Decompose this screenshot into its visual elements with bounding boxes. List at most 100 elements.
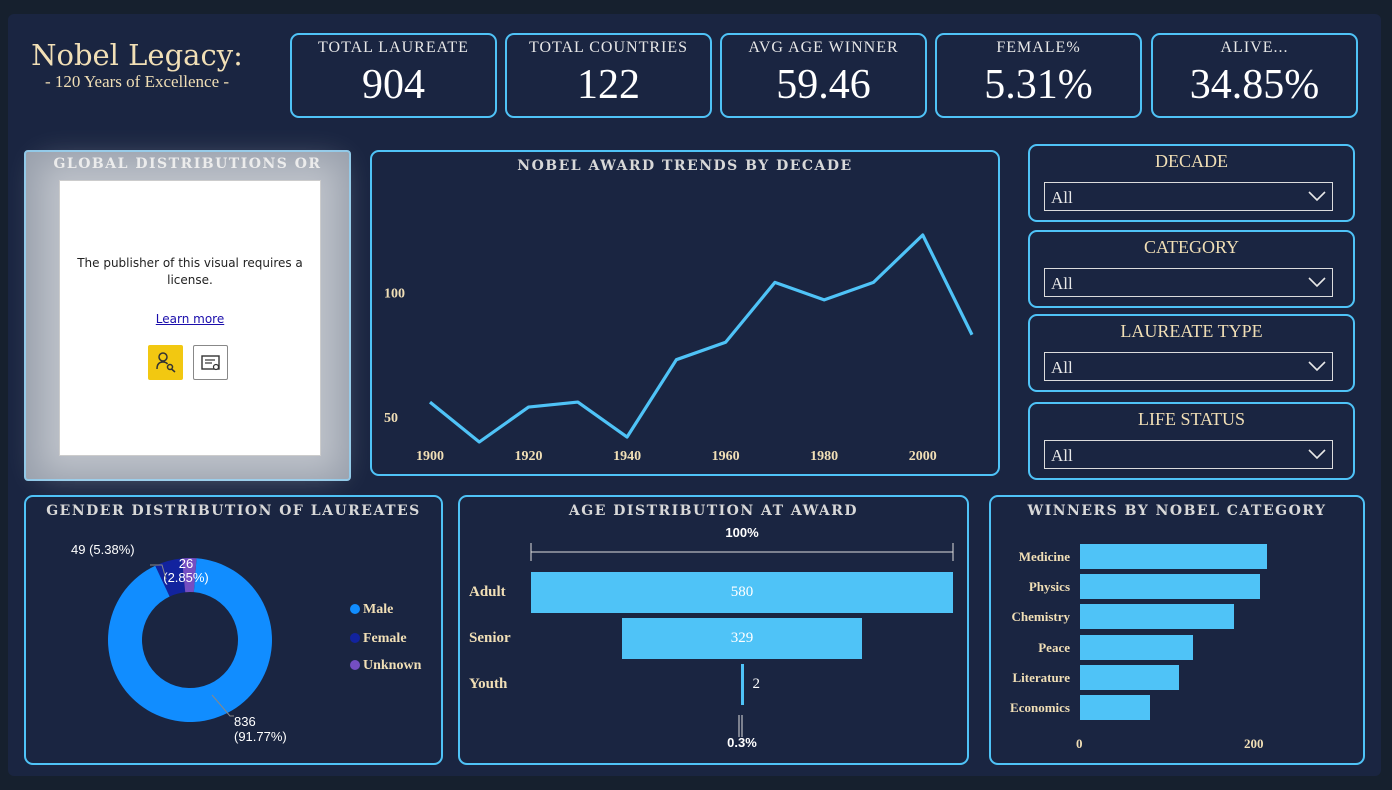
decade-dropdown[interactable]: All xyxy=(1044,182,1333,211)
category-chart-title: WINNERS BY NOBEL CATEGORY xyxy=(1027,503,1327,519)
age-label-adult: Adult xyxy=(469,584,506,600)
category-axis-tick-0: 0 xyxy=(1076,736,1083,751)
trend-chart-card[interactable]: NOBEL AWARD TRENDS BY DECADE 1900 1920 194… xyxy=(370,150,1000,476)
kpi-label: TOTAL COUNTRIES xyxy=(528,39,689,56)
category-label-physics: Physics xyxy=(1028,579,1070,594)
kpi-total-laureate[interactable]: TOTAL LAUREATE 904 xyxy=(290,33,497,118)
gender-donut-svg xyxy=(107,558,272,722)
category-dropdown[interactable]: All xyxy=(1044,268,1333,297)
global-distribution-panel[interactable]: GLOBAL DISTRIBUTIONS OR The publisher of… xyxy=(24,150,351,481)
male-data-label: 836 (91.77%) xyxy=(234,714,287,744)
donut-slice-unknown[interactable] xyxy=(181,558,197,593)
dashboard-title-block: Nobel Legacy: - 120 Years of Excellence … xyxy=(22,38,252,92)
trend-x-tick: 2000 xyxy=(909,449,937,464)
slicer-decade[interactable]: DECADE All xyxy=(1028,144,1355,222)
global-distribution-title: GLOBAL DISTRIBUTIONS OR xyxy=(53,156,322,172)
kpi-label: ALIVE... xyxy=(1220,39,1289,56)
trend-chart-title: NOBEL AWARD TRENDS BY DECADE xyxy=(517,158,853,174)
kpi-value: 59.46 xyxy=(776,62,871,108)
trend-chart-svg: 1900 1920 1940 1960 1980 2000 50 100 xyxy=(384,233,974,464)
age-bar-senior[interactable]: 329 xyxy=(622,618,862,659)
age-bar-adult[interactable]: 580 xyxy=(531,572,953,613)
category-bar-medicine[interactable] xyxy=(1080,544,1267,569)
category-label-chemistry: Chemistry xyxy=(1011,609,1071,624)
chevron-down-icon xyxy=(1308,449,1326,460)
age-top-percent: 100% xyxy=(725,525,759,540)
legend-label: Female xyxy=(363,631,407,646)
life-status-dropdown[interactable]: All xyxy=(1044,440,1333,469)
legend-swatch xyxy=(350,604,360,614)
learn-more-link[interactable]: Learn more xyxy=(155,312,225,326)
kpi-label: AVG AGE WINNER xyxy=(748,39,899,56)
license-certificate-button[interactable] xyxy=(193,345,228,380)
legend-unknown[interactable]: Unknown xyxy=(350,658,421,674)
age-bar-value: 2 xyxy=(752,676,761,692)
kpi-alive-percent[interactable]: ALIVE... 34.85% xyxy=(1151,33,1358,118)
age-bar-youth[interactable] xyxy=(740,664,744,705)
gender-chart-title: GENDER DISTRIBUTION OF LAUREATES xyxy=(46,503,421,519)
slicer-category[interactable]: CATEGORY All xyxy=(1028,230,1355,308)
dashboard-title: Nobel Legacy: xyxy=(31,38,243,72)
slicer-title: DECADE xyxy=(1155,151,1228,171)
trend-x-tick: 1960 xyxy=(712,449,740,464)
dropdown-value: All xyxy=(1051,188,1073,207)
license-message-box: The publisher of this visual requires a … xyxy=(59,180,321,456)
kpi-value: 34.85% xyxy=(1189,62,1320,108)
legend-male[interactable]: Male xyxy=(350,602,393,618)
user-key-icon xyxy=(156,352,176,373)
category-bar-chemistry[interactable] xyxy=(1080,604,1234,629)
age-chart-card[interactable]: AGE DISTRIBUTION AT AWARD xyxy=(458,495,969,765)
trend-y-tick: 100 xyxy=(384,286,405,301)
legend-female[interactable]: Female xyxy=(350,631,407,647)
donut-slice-male[interactable] xyxy=(107,558,272,722)
age-label-senior: Senior xyxy=(469,630,511,646)
trend-x-tick: 1920 xyxy=(515,449,543,464)
slicer-laureate-type[interactable]: LAUREATE TYPE All xyxy=(1028,314,1355,392)
unknown-data-label: 26 (2.85%) xyxy=(160,557,212,585)
certificate-icon xyxy=(201,355,220,371)
license-message: The publisher of this visual requires a … xyxy=(77,256,303,287)
gender-chart-card[interactable]: GENDER DISTRIBUTION OF LAUREATES xyxy=(24,495,443,765)
kpi-value: 122 xyxy=(577,62,640,108)
kpi-female-percent[interactable]: FEMALE% 5.31% xyxy=(935,33,1142,118)
chevron-down-icon xyxy=(1308,191,1326,202)
unknown-count: 26 xyxy=(178,556,194,571)
laureate-type-dropdown[interactable]: All xyxy=(1044,352,1333,381)
trend-x-tick: 1940 xyxy=(613,449,641,464)
category-bar-economics[interactable] xyxy=(1080,695,1151,720)
chevron-down-icon xyxy=(1308,361,1326,372)
kpi-total-countries[interactable]: TOTAL COUNTRIES 122 xyxy=(505,33,712,118)
category-bar-literature[interactable] xyxy=(1080,665,1180,690)
slicer-life-status[interactable]: LIFE STATUS All xyxy=(1028,402,1355,480)
trend-x-tick: 1980 xyxy=(810,449,838,464)
kpi-label: TOTAL LAUREATE xyxy=(318,39,469,56)
age-bottom-percent: 0.3% xyxy=(727,735,757,750)
category-bar-physics[interactable] xyxy=(1080,574,1260,599)
trend-x-tick: 1900 xyxy=(416,449,444,464)
dropdown-value: All xyxy=(1051,446,1073,465)
age-chart-title: AGE DISTRIBUTION AT AWARD xyxy=(568,503,859,519)
license-key-button[interactable] xyxy=(148,345,183,380)
slicer-title: CATEGORY xyxy=(1143,237,1239,257)
male-count: 836 xyxy=(234,714,256,729)
category-bar-peace[interactable] xyxy=(1080,635,1193,660)
kpi-avg-age-winner[interactable]: AVG AGE WINNER 59.46 xyxy=(720,33,927,118)
category-axis-tick-200: 200 xyxy=(1244,736,1264,751)
male-percent: (91.77%) xyxy=(234,729,287,744)
category-chart-card[interactable]: WINNERS BY NOBEL CATEGORY xyxy=(989,495,1365,765)
age-range-bracket xyxy=(530,543,954,561)
dropdown-value: All xyxy=(1051,274,1073,293)
trend-series-line[interactable] xyxy=(428,233,974,444)
category-label-medicine: Medicine xyxy=(1018,549,1070,564)
age-label-youth: Youth xyxy=(469,676,508,692)
female-data-label: 49 (5.38%) xyxy=(71,542,135,557)
dropdown-value: All xyxy=(1051,358,1073,377)
kpi-label: FEMALE% xyxy=(996,39,1081,56)
chevron-down-icon xyxy=(1308,277,1326,288)
legend-swatch xyxy=(350,633,360,643)
legend-swatch xyxy=(350,660,360,670)
legend-label: Unknown xyxy=(363,658,422,673)
slicer-title: LAUREATE TYPE xyxy=(1120,321,1263,341)
donut-leader-lines xyxy=(150,564,234,717)
legend-label: Male xyxy=(363,602,394,617)
